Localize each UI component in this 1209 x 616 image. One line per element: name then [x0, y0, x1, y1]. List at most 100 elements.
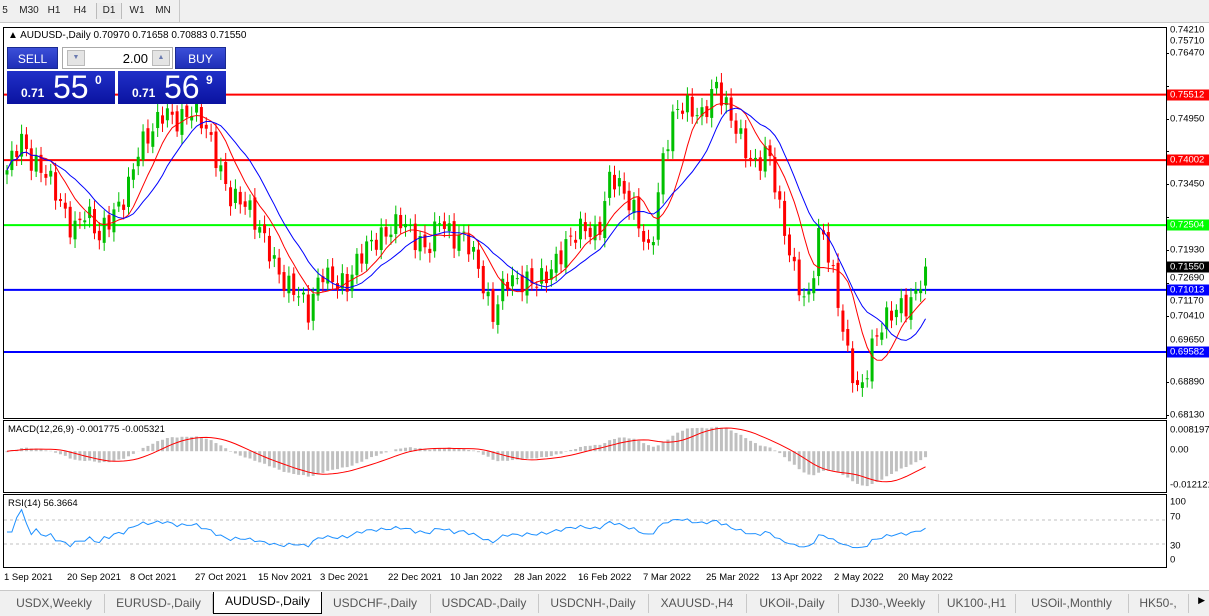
- volume-increase-button[interactable]: ▲: [152, 50, 170, 66]
- macd-histogram-bar: [78, 451, 81, 460]
- chart-tab[interactable]: USDCHF-,Daily: [320, 594, 431, 613]
- macd-histogram-bar: [623, 437, 626, 451]
- candle-body: [657, 192, 660, 240]
- candle-body: [555, 254, 558, 273]
- macd-histogram-bar: [856, 451, 859, 484]
- triangle-up-icon[interactable]: ▲: [8, 30, 18, 41]
- macd-histogram-bar: [385, 451, 388, 452]
- candle-body: [871, 338, 874, 381]
- buy-price-prefix: 0.71: [132, 86, 155, 100]
- timeframe-d1[interactable]: D1: [96, 3, 122, 19]
- macd-histogram-bar: [530, 451, 533, 458]
- macd-histogram-bar: [331, 451, 334, 470]
- macd-histogram-bar: [351, 451, 354, 465]
- rsi-panel[interactable]: [3, 494, 1167, 568]
- date-tick-label: 15 Nov 2021: [258, 572, 312, 583]
- candle-body: [365, 241, 368, 263]
- candle-body: [637, 197, 640, 228]
- macd-histogram-bar: [433, 449, 436, 451]
- candle-body: [263, 224, 266, 233]
- macd-histogram-bar: [200, 438, 203, 452]
- rsi-line: [7, 510, 926, 548]
- chart-tab[interactable]: AUDUSD-,Daily: [213, 592, 322, 614]
- timeframe-h4[interactable]: H4: [68, 3, 92, 19]
- candle-body: [229, 187, 232, 206]
- candle-body: [389, 235, 392, 237]
- date-tick-label: 13 Apr 2022: [771, 572, 822, 583]
- timeframe-m5[interactable]: 5: [0, 3, 10, 19]
- timeframe-m30[interactable]: M30: [14, 3, 44, 19]
- candle-body: [642, 231, 645, 242]
- volume-decrease-button[interactable]: ▼: [67, 50, 85, 66]
- chart-tab[interactable]: UK100-,H1: [938, 594, 1016, 613]
- chart-tab[interactable]: USDCNH-,Daily: [538, 594, 649, 613]
- candle-body: [715, 82, 718, 88]
- timeframe-w1[interactable]: W1: [126, 3, 148, 19]
- macd-histogram-bar: [841, 451, 844, 475]
- macd-histogram-bar: [662, 442, 665, 451]
- macd-histogram-bar: [778, 451, 781, 453]
- chart-tab[interactable]: XAUUSD-,H4: [648, 594, 747, 613]
- candle-body: [224, 162, 227, 184]
- ohlc-values: 0.70970 0.71658 0.70883 0.71550: [93, 30, 246, 41]
- candle-body: [307, 295, 310, 323]
- chart-tab[interactable]: HK50-,: [1128, 594, 1189, 613]
- candle-body: [74, 221, 77, 240]
- date-tick-label: 22 Dec 2021: [388, 572, 442, 583]
- volume-field[interactable]: ▼ 2.00 ▲: [62, 47, 173, 69]
- candle-body: [754, 158, 757, 159]
- chart-tab[interactable]: USDCAD-,Daily: [430, 594, 539, 613]
- macd-histogram-bar: [127, 451, 130, 456]
- candle-body: [482, 266, 485, 293]
- macd-histogram-bar: [44, 450, 47, 451]
- macd-histogram-bar: [880, 451, 883, 479]
- chart-tab[interactable]: EURUSD-,Daily: [105, 594, 213, 613]
- candle-body: [521, 275, 524, 292]
- price-tick: [1166, 250, 1169, 251]
- sell-button[interactable]: SELL: [7, 47, 58, 69]
- macd-histogram-bar: [744, 438, 747, 451]
- candle-body: [137, 157, 140, 166]
- macd-histogram-bar: [642, 443, 645, 451]
- macd-histogram-bar: [618, 438, 621, 452]
- candle-body: [676, 109, 679, 110]
- chart-tab[interactable]: USOil-,Monthly: [1015, 594, 1129, 613]
- macd-histogram-bar: [914, 451, 917, 462]
- timeframe-h1[interactable]: H1: [44, 3, 64, 19]
- timeframe-mn[interactable]: MN: [152, 3, 174, 19]
- price-tick: [1166, 316, 1169, 317]
- price-tick-label: 0.68130: [1170, 410, 1204, 421]
- macd-histogram-bar: [666, 440, 669, 452]
- buy-button[interactable]: BUY: [175, 47, 226, 69]
- buy-price-box[interactable]: 0.71 56 9: [118, 71, 226, 104]
- chart-tab[interactable]: USDX,Weekly: [4, 594, 105, 613]
- macd-histogram-bar: [725, 428, 728, 451]
- macd-histogram-bar: [394, 449, 397, 451]
- macd-histogram-bar: [647, 445, 650, 451]
- macd-canvas: [4, 421, 1166, 492]
- date-tick-label: 3 Dec 2021: [320, 572, 369, 583]
- candle-body: [492, 289, 495, 322]
- scroll-right-icon[interactable]: ▶: [1198, 595, 1205, 606]
- price-tick-label: 0.75710: [1170, 36, 1204, 47]
- candle-body: [919, 289, 922, 293]
- candle-body: [108, 215, 111, 229]
- candle-body: [49, 171, 52, 177]
- candle-body: [409, 225, 412, 226]
- candle-body: [6, 170, 9, 174]
- candle-body: [69, 207, 72, 238]
- candle-body: [696, 115, 699, 116]
- chart-tab[interactable]: DJ30-,Weekly: [838, 594, 939, 613]
- candle-body: [205, 125, 208, 129]
- sell-price-fraction: 0: [95, 73, 102, 87]
- macd-panel[interactable]: [3, 420, 1167, 493]
- volume-value[interactable]: 2.00: [123, 51, 148, 66]
- macd-histogram-bar: [715, 427, 718, 451]
- chart-tab[interactable]: UKOil-,Daily: [746, 594, 839, 613]
- macd-histogram-bar: [783, 451, 786, 457]
- candle-body: [214, 131, 217, 168]
- sell-price-box[interactable]: 0.71 55 0: [7, 71, 115, 104]
- macd-histogram-bar: [122, 451, 125, 459]
- candle-body: [584, 222, 587, 231]
